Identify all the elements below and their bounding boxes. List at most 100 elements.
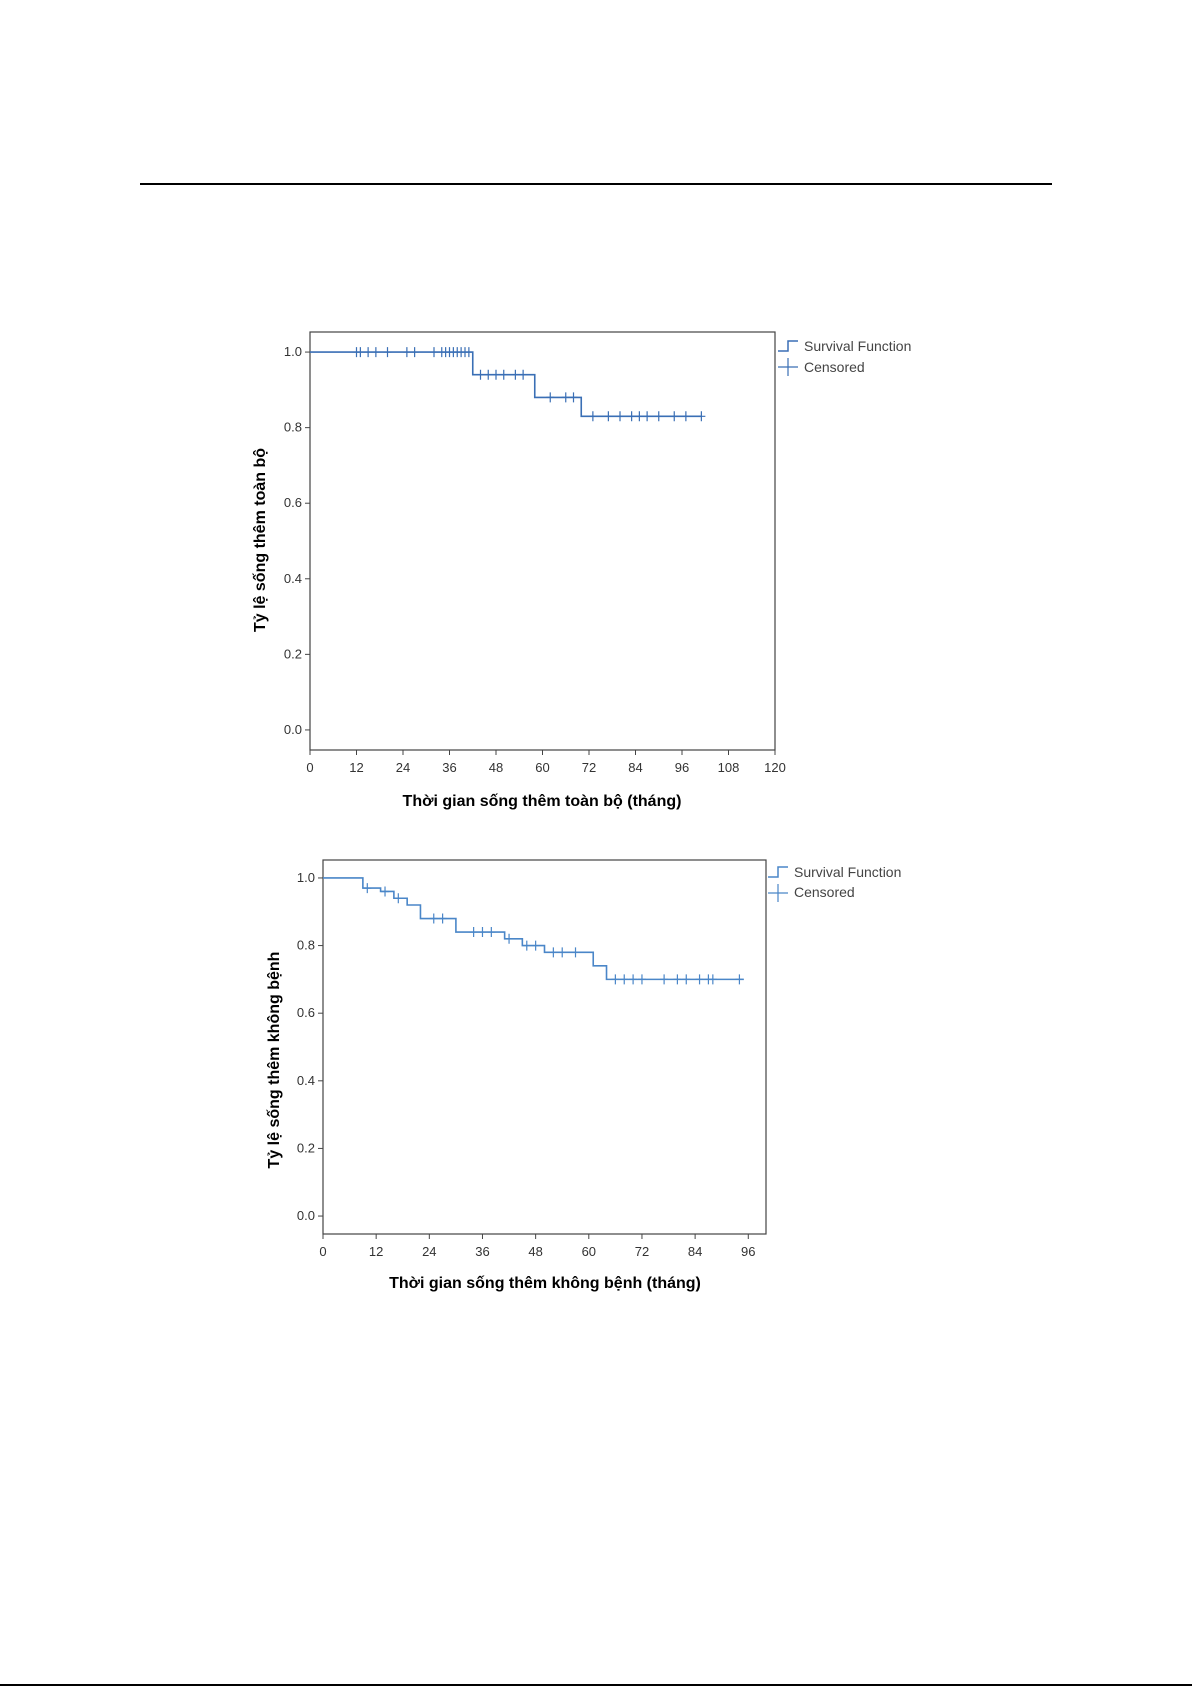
censored-mark [620,974,629,985]
y-tick-label: 0.8 [297,938,315,953]
x-tick-label: 84 [688,1244,702,1259]
y-tick-label: 0.2 [284,646,302,661]
y-tick-label: 0.4 [284,571,302,586]
y-axis-label: Tỷ lệ sống thêm toàn bộ [252,448,269,632]
censored-mark [511,369,520,380]
censored-mark [381,886,390,897]
footer-rule [0,1684,1192,1686]
censored-mark [394,893,403,904]
censored-mark [682,974,691,985]
x-tick-label: 96 [675,760,689,775]
censored-mark [637,974,646,985]
censored-mark [708,974,717,985]
y-tick-label: 0.0 [284,722,302,737]
censored-mark [438,913,447,924]
x-tick-label: 96 [741,1244,755,1259]
y-tick-label: 1.0 [284,344,302,359]
censored-mark [531,940,540,951]
censored-mark [588,411,597,422]
x-tick-label: 24 [422,1244,436,1259]
y-tick-label: 0.2 [297,1140,315,1155]
y-tick-label: 0.6 [284,495,302,510]
censored-mark [356,347,365,358]
legend-censored: Censored [804,359,865,375]
plot-frame [309,331,776,751]
x-tick-label: 48 [528,1244,542,1259]
x-tick-label: 72 [635,1244,649,1259]
censored-mark [561,392,570,403]
censored-mark [383,347,392,358]
legend-censored: Censored [794,884,855,900]
x-tick-label: 12 [369,1244,383,1259]
legend-survival-function: Survival Function [804,338,911,354]
censored-mark [499,369,508,380]
censored-mark [627,411,636,422]
censored-mark [484,369,493,380]
censored-mark [522,940,531,951]
x-tick-label: 120 [764,760,786,775]
censored-mark [695,974,704,985]
censored-mark [549,947,558,958]
censored-mark [546,392,555,403]
legend-survival-function: Survival Function [794,864,901,880]
censored-mark [371,347,380,358]
x-axis-label: Thời gian sống thêm không bệnh (tháng) [389,1275,701,1292]
censored-mark [558,947,567,958]
censored-mark [492,369,500,380]
x-tick-label: 36 [442,760,456,775]
x-tick-label: 48 [489,760,503,775]
censored-mark [478,927,487,938]
censored-mark [629,974,638,985]
censored-mark [364,347,373,358]
censored-mark [604,411,613,422]
x-tick-label: 60 [535,760,549,775]
censored-mark [476,369,485,380]
x-tick-label: 0 [319,1244,326,1259]
legend-survival-symbol [768,866,788,878]
legend-censored-symbol [768,884,788,902]
censored-mark [429,913,438,924]
y-axis-label: Tỷ lệ sống thêm không bệnh [266,952,283,1169]
legend-censored-symbol [778,358,798,376]
censored-mark [569,392,578,403]
y-tick-label: 0.4 [297,1073,315,1088]
x-tick-label: 24 [396,760,410,775]
censored-mark [670,411,679,422]
x-tick-label: 72 [582,760,596,775]
censored-mark [735,974,744,985]
censored-mark [519,369,528,380]
header-rule [140,183,1052,185]
censored-mark [611,974,620,985]
censored-mark [643,411,652,422]
x-tick-label: 0 [306,760,313,775]
x-tick-label: 36 [475,1244,489,1259]
censored-mark [505,933,514,944]
x-tick-label: 108 [718,760,740,775]
censored-mark [571,947,580,958]
censored-mark [402,347,411,358]
y-tick-label: 0.6 [297,1005,315,1020]
y-tick-label: 0.0 [297,1208,315,1223]
censored-mark [635,411,644,422]
censored-mark [410,347,419,358]
y-tick-label: 0.8 [284,420,302,435]
censored-mark [430,347,438,358]
survival-function-line [310,351,702,418]
censored-mark [654,411,663,422]
censored-mark [681,411,690,422]
plot-frame [322,859,767,1235]
legend-survival-symbol [778,340,798,352]
censored-mark [616,411,624,422]
survival-function-line [323,877,744,981]
censored-mark [697,411,706,422]
x-tick-label: 12 [349,760,363,775]
censored-mark [660,974,669,985]
x-tick-label: 60 [582,1244,596,1259]
censored-mark [464,347,473,358]
x-tick-label: 84 [628,760,642,775]
censored-mark [487,927,496,938]
censored-mark [673,974,682,985]
y-tick-label: 1.0 [297,870,315,885]
censored-mark [363,883,372,894]
overall-survival-chart: Tỷ lệ sống thêm toàn bộ Thời gian sống t… [252,331,911,810]
